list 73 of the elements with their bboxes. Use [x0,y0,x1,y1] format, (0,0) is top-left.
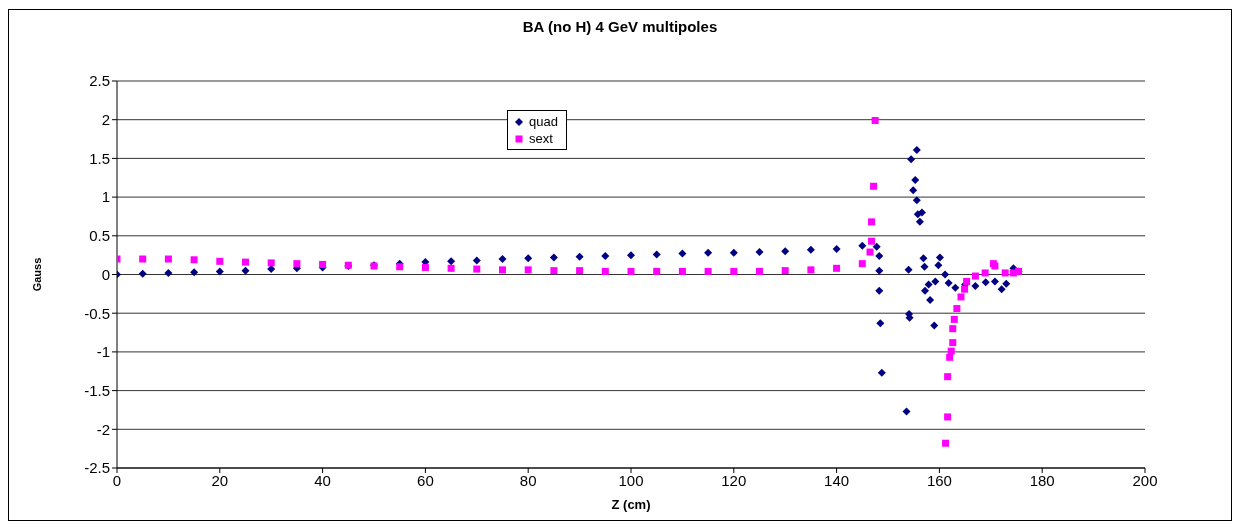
point [756,267,763,275]
x-tick-label: 100 [618,471,644,489]
point [242,258,249,266]
chart-title: BA (no H) 4 GeV multipoles [521,18,719,35]
point [704,267,712,275]
x-tick-label: 120 [721,471,747,489]
point [971,272,979,280]
x-tick-label: 200 [1132,471,1158,489]
point [653,267,661,275]
point [627,267,635,275]
point [949,325,957,333]
point [807,266,815,274]
y-tick-label: -0.5 [84,304,110,322]
y-tick-label: 0.5 [89,227,110,245]
x-tick-label: 140 [824,471,850,489]
point [866,248,874,256]
x-tick-label: 80 [519,471,537,489]
point [944,413,952,421]
y-tick-label: -1 [96,343,110,361]
y-tick-label: 2 [101,111,110,129]
point [942,439,950,447]
point [678,267,686,275]
x-tick-label: 60 [417,471,434,489]
point [730,267,738,275]
y-tick-label: 1 [101,188,110,206]
y-tick-label: -1.5 [84,381,110,399]
point [319,260,327,268]
legend-label: sext [529,131,553,146]
y-tick-label: 1.5 [89,149,110,167]
point [499,266,506,274]
x-tick-label: 40 [314,471,331,489]
point [781,267,789,275]
point [868,237,876,245]
point [947,347,955,355]
point [950,315,958,323]
point [949,339,957,347]
point [981,269,989,277]
x-tick-label: 180 [1029,471,1055,489]
x-axis-title: Z (cm) [611,497,651,512]
x-tick-label: 20 [211,471,229,489]
point [473,265,481,273]
y-axis-title: Gauss [30,257,43,292]
point [576,267,584,275]
point [868,218,876,226]
point [293,260,301,268]
point [550,267,558,275]
point [953,305,961,313]
point [524,266,532,274]
point [963,277,971,285]
point [601,267,609,275]
x-tick-label: 0 [112,471,122,489]
y-tick-label: 2.5 [89,72,110,90]
point [190,256,198,264]
point [139,255,147,263]
x-tick-label: 160 [926,471,952,489]
point [961,285,969,293]
y-tick-label: -2 [96,420,110,438]
point [944,373,952,381]
point [870,182,878,190]
point [858,260,866,268]
y-tick-label: -2.5 [84,459,110,477]
point [216,257,224,265]
legend-label: quad [529,114,558,129]
point [447,264,455,272]
point [833,264,841,272]
point [396,263,404,271]
point [957,293,965,301]
y-tick-label: 0 [101,265,110,283]
point [267,259,275,267]
point [871,116,879,124]
point [421,264,429,272]
point [164,255,172,263]
point [1001,269,1009,277]
